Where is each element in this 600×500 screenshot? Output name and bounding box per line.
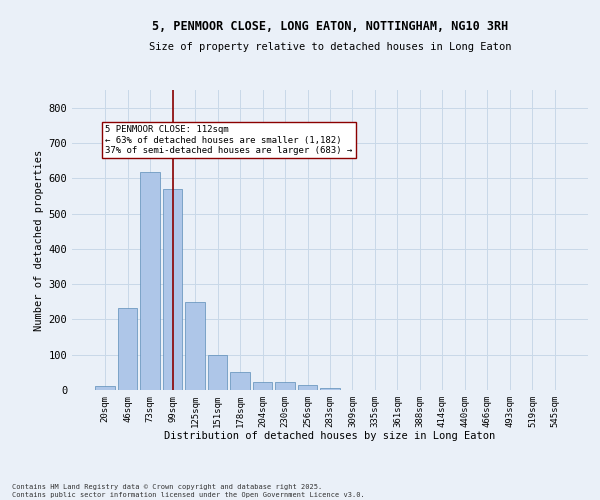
Bar xyxy=(230,372,250,390)
Bar xyxy=(95,386,115,390)
Bar xyxy=(140,172,160,390)
Bar xyxy=(320,388,340,390)
Y-axis label: Number of detached properties: Number of detached properties xyxy=(34,150,44,330)
Text: 5 PENMOOR CLOSE: 112sqm
← 63% of detached houses are smaller (1,182)
37% of semi: 5 PENMOOR CLOSE: 112sqm ← 63% of detache… xyxy=(106,126,353,155)
Text: 5, PENMOOR CLOSE, LONG EATON, NOTTINGHAM, NG10 3RH: 5, PENMOOR CLOSE, LONG EATON, NOTTINGHAM… xyxy=(152,20,508,33)
Bar xyxy=(185,302,205,390)
X-axis label: Distribution of detached houses by size in Long Eaton: Distribution of detached houses by size … xyxy=(164,432,496,442)
Bar xyxy=(253,382,272,390)
Bar xyxy=(275,382,295,390)
Bar xyxy=(163,189,182,390)
Text: Contains HM Land Registry data © Crown copyright and database right 2025.
Contai: Contains HM Land Registry data © Crown c… xyxy=(12,484,365,498)
Bar xyxy=(298,385,317,390)
Bar xyxy=(208,354,227,390)
Text: Size of property relative to detached houses in Long Eaton: Size of property relative to detached ho… xyxy=(149,42,511,52)
Bar xyxy=(118,308,137,390)
